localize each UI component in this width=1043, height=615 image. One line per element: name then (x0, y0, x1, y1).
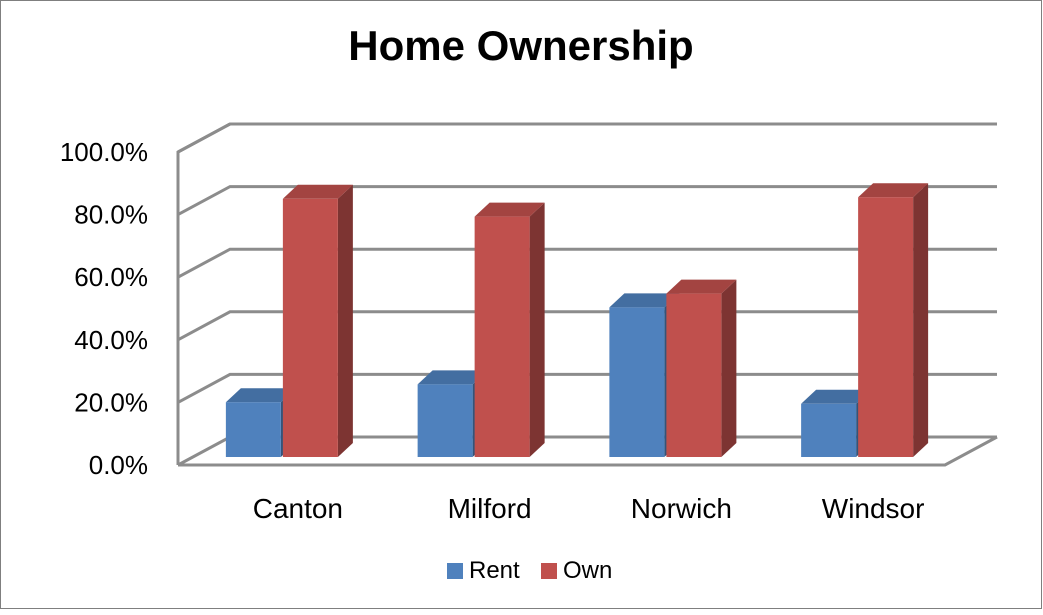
x-tick-label: Windsor (822, 493, 925, 524)
bar-front-face (474, 216, 530, 457)
gridline (177, 310, 997, 342)
legend-item-rent: Rent (447, 557, 520, 584)
bars (225, 183, 929, 457)
bar-front-face (282, 198, 338, 457)
gridline (177, 247, 997, 279)
x-tick-label: Milford (448, 493, 532, 524)
legend-item-own: Own (541, 557, 612, 584)
bar-top-face (609, 293, 680, 308)
y-tick-label: 0.0% (89, 450, 148, 480)
y-tick-label: 100.0% (60, 137, 148, 167)
legend-swatch (541, 563, 557, 579)
gridline (177, 372, 997, 404)
gridline (177, 122, 997, 154)
bar-top-face (225, 388, 296, 403)
legend-label: Own (563, 557, 612, 584)
bar-front-face (417, 384, 473, 457)
bar-side-face (337, 184, 353, 457)
bar-front-face (225, 402, 281, 457)
x-axis-tick-labels: Canton Milford Norwich Windsor (253, 493, 925, 524)
bar-top-face (474, 202, 545, 217)
gridline (177, 185, 997, 216)
bar-rent-windsor (801, 389, 872, 457)
bar-top-face (666, 279, 737, 294)
chart-title: Home Ownership (348, 22, 693, 69)
x-tick-label: Norwich (631, 493, 732, 524)
y-tick-label: 20.0% (74, 387, 148, 417)
bar-side-face (913, 183, 929, 457)
floor-edge (178, 435, 998, 467)
legend: Rent Own (447, 557, 612, 584)
bar-own-windsor (858, 183, 929, 457)
bar-top-face (282, 184, 353, 199)
bar-side-face (529, 202, 545, 457)
bar-front-face (609, 307, 665, 457)
bar-own-norwich (666, 279, 737, 457)
y-tick-label: 80.0% (74, 200, 148, 230)
bar-front-face (801, 403, 857, 457)
y-tick-label: 60.0% (74, 262, 148, 292)
bar-side-face (721, 279, 737, 457)
bar-own-canton (282, 184, 353, 457)
legend-swatch (447, 563, 463, 579)
bar-top-face (417, 370, 488, 385)
y-tick-label: 40.0% (74, 325, 148, 355)
x-tick-label: Canton (253, 493, 343, 524)
bar-top-face (801, 389, 872, 404)
bar-top-face (858, 183, 929, 198)
bar-front-face (858, 197, 914, 457)
legend-label: Rent (469, 557, 520, 584)
gridlines (177, 122, 997, 467)
bar-own-milford (474, 202, 545, 457)
bar-front-face (666, 293, 722, 457)
y-axis-tick-labels: 0.0% 20.0% 40.0% 60.0% 80.0% 100.0% (60, 137, 148, 480)
